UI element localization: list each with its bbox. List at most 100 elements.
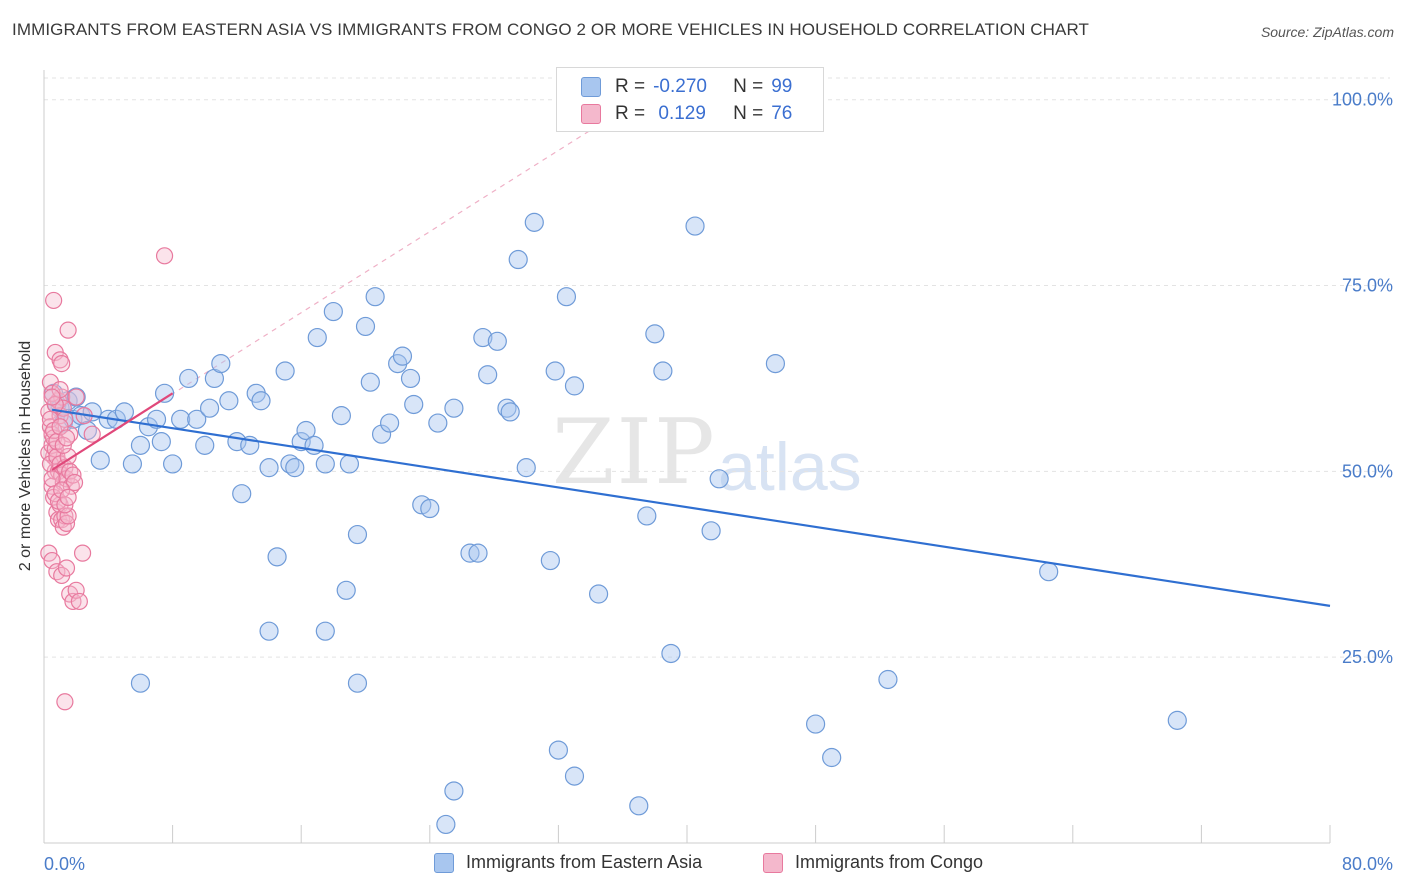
data-point-congo (65, 473, 84, 492)
data-point-eastern-asia (822, 747, 842, 768)
data-point-eastern-asia (468, 543, 488, 563)
data-point-eastern-asia (392, 346, 413, 366)
data-point-eastern-asia (90, 450, 110, 470)
data-point-congo (67, 388, 85, 406)
data-point-eastern-asia (66, 387, 86, 407)
data-point-eastern-asia (701, 521, 721, 541)
data-point-eastern-asia (685, 216, 705, 236)
data-point-eastern-asia (146, 409, 167, 429)
data-point-eastern-asia (709, 469, 729, 489)
data-point-eastern-asia (219, 391, 239, 411)
data-point-eastern-asia (211, 353, 231, 374)
data-point-eastern-asia (473, 327, 493, 348)
legend-row-eastern-asia: R = -0.270 N = 99 (581, 75, 792, 99)
chart-title: IMMIGRANTS FROM EASTERN ASIA VS IMMIGRAN… (12, 20, 1090, 39)
data-point-eastern-asia (548, 740, 569, 760)
watermark-atlas: atlas (718, 429, 862, 505)
legend-r-label: R = (615, 103, 646, 124)
data-point-eastern-asia (404, 394, 424, 415)
data-point-eastern-asia (540, 550, 560, 571)
data-point-eastern-asia (122, 454, 143, 474)
data-point-eastern-asia (296, 420, 316, 441)
data-point-eastern-asia (307, 327, 327, 348)
data-point-eastern-asia (360, 372, 380, 392)
data-point-eastern-asia (339, 454, 360, 474)
grid-lines (44, 77, 1390, 658)
data-point-eastern-asia (436, 814, 456, 835)
data-point-eastern-asia (347, 524, 368, 545)
data-point-eastern-asia (336, 580, 356, 600)
data-point-eastern-asia (516, 458, 536, 478)
data-point-eastern-asia (444, 398, 464, 418)
data-point-eastern-asia (315, 454, 335, 474)
series-eastern-asia (44, 212, 1187, 835)
data-point-eastern-asia (171, 409, 191, 429)
data-point-congo (57, 559, 76, 577)
data-point-eastern-asia (460, 543, 480, 563)
legend-swatch-eastern-asia (434, 852, 454, 873)
y-tick-label: 75.0% (1342, 276, 1393, 296)
data-point-eastern-asia (130, 435, 151, 455)
x-tick-label: 80.0% (1342, 854, 1393, 874)
legend-swatch-congo (763, 852, 783, 873)
data-point-eastern-asia (400, 368, 421, 389)
data-point-eastern-asia (371, 424, 392, 444)
data-point-congo (59, 488, 77, 506)
data-point-eastern-asia (428, 413, 448, 433)
data-point-eastern-asia (315, 621, 335, 641)
data-point-eastern-asia (524, 212, 544, 232)
data-point-eastern-asia (497, 398, 517, 418)
data-point-eastern-asia (267, 547, 287, 567)
data-point-congo (59, 321, 77, 339)
series-congo (40, 247, 174, 711)
data-point-eastern-asia (588, 584, 609, 604)
data-point-congo (64, 592, 82, 611)
data-point-eastern-asia (487, 331, 507, 351)
data-point-eastern-asia (645, 324, 665, 344)
data-point-eastern-asia (323, 301, 343, 322)
data-point-eastern-asia (1167, 710, 1187, 730)
data-point-eastern-asia (130, 673, 151, 693)
legend-n-label: N = (733, 76, 764, 97)
data-point-eastern-asia (380, 413, 400, 433)
data-point-eastern-asia (154, 383, 175, 403)
data-point-congo (56, 693, 74, 711)
legend-r-label: R = (615, 76, 646, 97)
data-point-eastern-asia (195, 435, 215, 455)
data-point-eastern-asia (285, 458, 305, 478)
legend-item-congo: Immigrants from Congo (763, 852, 983, 873)
data-point-eastern-asia (163, 454, 183, 474)
data-point-eastern-asia (251, 391, 271, 411)
tick-labels: 25.0% 50.0% 75.0% 100.0% 0.0% 80.0% (44, 90, 1393, 874)
legend-swatch-congo (581, 104, 601, 124)
legend-n-value: 76 (771, 103, 793, 124)
data-point-eastern-asia (347, 673, 368, 693)
data-point-congo (53, 354, 71, 373)
data-point-eastern-asia (508, 249, 528, 270)
x-tick-label: 0.0% (44, 854, 85, 874)
y-tick-label: 50.0% (1342, 461, 1393, 481)
data-point-eastern-asia (444, 781, 464, 801)
axes (43, 70, 1331, 844)
y-tick-label: 25.0% (1342, 647, 1393, 667)
data-point-congo (155, 247, 174, 265)
data-point-eastern-asia (765, 353, 786, 374)
data-point-congo (43, 384, 61, 402)
data-point-eastern-asia (653, 361, 673, 381)
data-point-eastern-asia (232, 484, 252, 504)
legend-label-congo: Immigrants from Congo (795, 852, 984, 872)
data-point-eastern-asia (259, 458, 279, 478)
data-point-congo (67, 581, 85, 599)
legend-r-value: -0.270 (653, 76, 707, 97)
data-point-eastern-asia (365, 287, 385, 307)
data-point-eastern-asia (564, 766, 585, 786)
data-point-eastern-asia (637, 506, 657, 526)
chart-source: Source: ZipAtlas.com (1260, 24, 1394, 40)
trend-line-congo (51, 392, 174, 471)
data-point-eastern-asia (275, 361, 295, 381)
correlation-legend: R = -0.270 N = 99 R = 0.129 N = 76 (556, 67, 824, 132)
data-point-congo (43, 388, 61, 406)
legend-label-eastern-asia: Immigrants from Eastern Asia (466, 852, 703, 872)
data-point-eastern-asia (878, 669, 898, 690)
